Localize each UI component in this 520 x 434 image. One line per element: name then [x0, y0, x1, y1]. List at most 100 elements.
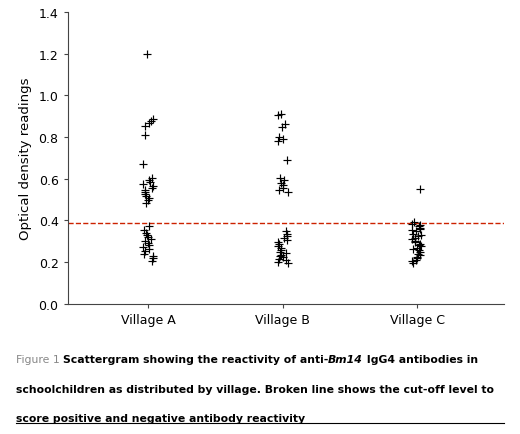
- Point: [408, 237, 417, 243]
- Point: [141, 187, 149, 194]
- Text: schoolchildren as distributed by village. Broken line shows the cut-off level to: schoolchildren as distributed by village…: [16, 384, 493, 394]
- Point: [278, 124, 286, 131]
- Point: [277, 245, 285, 252]
- Point: [417, 232, 425, 239]
- Text: Bm14: Bm14: [328, 354, 363, 364]
- Point: [145, 242, 153, 249]
- Point: [144, 234, 152, 241]
- Point: [408, 221, 416, 228]
- Point: [416, 226, 424, 233]
- Point: [411, 237, 419, 244]
- Point: [145, 195, 153, 202]
- Point: [280, 235, 288, 242]
- Point: [283, 157, 291, 164]
- Point: [145, 121, 153, 128]
- Point: [279, 182, 287, 189]
- Point: [415, 240, 424, 247]
- Point: [148, 185, 156, 192]
- Point: [411, 235, 420, 242]
- Point: [409, 260, 417, 267]
- Point: [277, 180, 285, 187]
- Point: [415, 224, 424, 231]
- Point: [274, 138, 282, 145]
- Point: [415, 249, 424, 256]
- Point: [274, 239, 282, 246]
- Point: [414, 233, 423, 240]
- Point: [283, 233, 291, 240]
- Point: [416, 186, 424, 193]
- Point: [274, 259, 282, 266]
- Point: [141, 191, 149, 198]
- Point: [279, 185, 288, 192]
- Point: [149, 116, 157, 123]
- Point: [408, 227, 417, 233]
- Point: [148, 174, 157, 181]
- Point: [139, 181, 147, 188]
- Point: [413, 253, 421, 260]
- Point: [276, 174, 284, 181]
- Point: [283, 237, 291, 244]
- Point: [279, 254, 287, 261]
- Point: [141, 238, 149, 245]
- Point: [139, 250, 148, 257]
- Point: [280, 177, 289, 184]
- Text: IgG4 antibodies in: IgG4 antibodies in: [363, 354, 478, 364]
- Point: [415, 224, 423, 230]
- Point: [276, 253, 284, 260]
- Point: [412, 245, 421, 252]
- Point: [275, 256, 283, 263]
- Point: [409, 231, 417, 238]
- Point: [275, 241, 283, 248]
- Text: Scattergram showing the reactivity of anti-: Scattergram showing the reactivity of an…: [63, 354, 328, 364]
- Y-axis label: Optical density readings: Optical density readings: [19, 77, 32, 240]
- Point: [144, 240, 152, 247]
- Point: [275, 187, 283, 194]
- Text: Figure 1: Figure 1: [16, 354, 63, 364]
- Point: [139, 161, 148, 168]
- Point: [417, 223, 425, 230]
- Point: [410, 219, 418, 226]
- Point: [283, 189, 292, 196]
- Point: [142, 194, 150, 201]
- Point: [142, 232, 151, 239]
- Point: [140, 123, 149, 130]
- Point: [149, 255, 158, 262]
- Point: [140, 132, 149, 139]
- Point: [417, 243, 425, 250]
- Point: [145, 177, 153, 184]
- Point: [282, 257, 290, 264]
- Point: [274, 243, 282, 250]
- Point: [140, 248, 149, 255]
- Point: [411, 227, 420, 234]
- Point: [144, 197, 152, 204]
- Point: [416, 252, 424, 259]
- Point: [277, 252, 285, 259]
- Point: [142, 230, 150, 237]
- Point: [413, 250, 422, 257]
- Point: [412, 256, 421, 263]
- Point: [282, 250, 290, 257]
- Point: [281, 227, 290, 234]
- Point: [275, 134, 283, 141]
- Point: [278, 136, 287, 143]
- Point: [149, 183, 158, 190]
- Point: [415, 247, 423, 254]
- Point: [411, 239, 419, 246]
- Point: [408, 258, 416, 265]
- Point: [147, 118, 155, 125]
- Point: [409, 246, 417, 253]
- Point: [414, 242, 423, 249]
- Point: [276, 111, 284, 118]
- Point: [142, 200, 150, 207]
- Point: [274, 112, 282, 119]
- Point: [140, 189, 149, 196]
- Point: [145, 224, 153, 230]
- Point: [139, 244, 148, 251]
- Point: [149, 253, 157, 260]
- Point: [283, 231, 292, 238]
- Point: [280, 122, 289, 128]
- Text: score positive and negative antibody reactivity: score positive and negative antibody rea…: [16, 413, 305, 423]
- Point: [142, 51, 151, 58]
- Point: [276, 249, 284, 256]
- Point: [147, 236, 155, 243]
